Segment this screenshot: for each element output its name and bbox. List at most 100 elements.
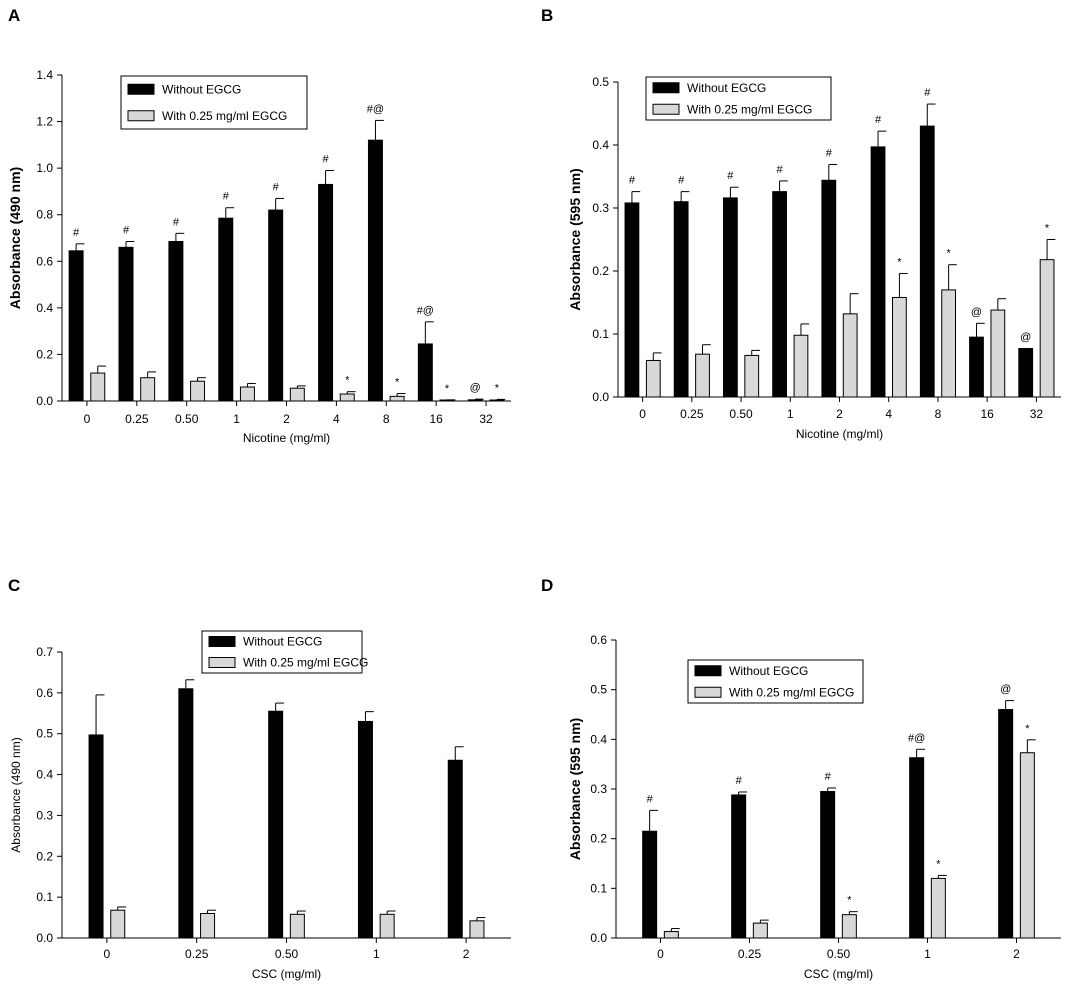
panel-a-x-tick-label: 0.25 <box>125 412 149 426</box>
panel-d-x-tick-label: 0 <box>657 947 664 961</box>
panel-b-bar-without <box>969 336 984 398</box>
panel-d-significance-mark: * <box>1025 723 1030 735</box>
panel-a-bar-without <box>168 240 184 402</box>
panel-a-bar-with <box>289 387 305 402</box>
panel-d-bar-without <box>820 790 836 939</box>
panel-b-significance-mark: * <box>1045 223 1050 235</box>
panel-d-x-tick-label: 0.25 <box>738 947 762 961</box>
panel-d-significance-mark: # <box>825 771 832 783</box>
panel-b-bar-without <box>870 146 886 398</box>
panel-b-bar-with <box>645 359 661 398</box>
panel-a-x-tick-label: 0.50 <box>175 412 199 426</box>
panel-b-legend-label-without: Without EGCG <box>687 81 766 95</box>
panel-d-x-axis-title: CSC (mg/ml) <box>804 967 873 981</box>
panel-c-legend-swatch-with <box>208 657 236 668</box>
panel-b-x-axis-title: Nicotine (mg/ml) <box>796 427 883 441</box>
panel-d-bar-with <box>663 931 679 939</box>
panel-b-significance-mark: # <box>826 148 833 160</box>
panel-c-y-tick-label: 0.5 <box>36 727 53 741</box>
panel-a-bar-without <box>467 399 483 402</box>
panel-d-bar-without <box>642 830 658 939</box>
panel-b-significance-mark: # <box>678 175 685 187</box>
panel-c-bar-with <box>469 920 485 939</box>
panel-b-legend-label-with: With 0.25 mg/ml EGCG <box>687 102 812 116</box>
panel-b-bar-with <box>695 353 710 398</box>
panel-b-significance-mark: # <box>727 170 734 182</box>
panel-a-significance-mark: # <box>73 227 80 239</box>
panel-b-x-tick-label: 0.25 <box>680 407 704 421</box>
panel-d-y-tick-label: 0.1 <box>590 881 607 895</box>
panel-b-x-tick-label: 32 <box>1030 407 1044 421</box>
panel-b-legend-swatch-without <box>652 82 680 94</box>
panel-d-y-tick-label: 0.3 <box>590 782 607 796</box>
panel-b-y-tick-label: 0.2 <box>592 264 609 278</box>
panel-d-bar-without <box>998 709 1014 939</box>
panel-b-y-tick-label: 0.5 <box>592 75 609 89</box>
panel-b-bar-with <box>793 334 809 398</box>
panel-a-legend-label-with: With 0.25 mg/ml EGCG <box>162 109 287 123</box>
panel-a-y-tick-label: 0.0 <box>36 394 53 408</box>
panel-a-significance-mark: # <box>323 153 330 165</box>
panel-c: C 0.0 0.1 0.2 0.3 0.4 0.5 0.6 0.7 0 0.25 0.50 1 2 Abso… <box>8 576 511 981</box>
panel-a-x-tick-label: 16 <box>429 412 443 426</box>
panel-a-y-tick-label: 0.2 <box>36 347 53 361</box>
panel-b-x-tick-label: 1 <box>787 407 794 421</box>
panel-a-bar-with <box>389 395 405 402</box>
panel-c-y-tick-label: 0.3 <box>36 808 53 822</box>
panel-b-x-tick-label: 8 <box>935 407 942 421</box>
panel-a-bar-with <box>90 372 106 402</box>
panel-a-y-tick-label: 0.6 <box>36 254 53 268</box>
panel-d-y-axis-title: Absorbance (595 nm) <box>567 718 583 860</box>
panel-b-significance-mark: # <box>777 164 784 176</box>
panel-d-significance-mark: #@ <box>908 732 925 744</box>
panel-a-significance-mark: # <box>223 191 230 203</box>
panel-a-y-tick-label: 1.0 <box>36 161 53 175</box>
panel-a-significance-mark: #@ <box>367 103 384 115</box>
panel-a-significance-mark: #@ <box>417 305 434 317</box>
panel-b-x-tick-label: 16 <box>980 407 994 421</box>
panel-b-significance-mark: @ <box>1020 331 1031 343</box>
panel-c-bar-without <box>268 710 284 939</box>
panel-d-letter: D <box>541 576 553 595</box>
panel-b-significance-mark: * <box>897 257 902 269</box>
panel-a-letter: A <box>8 6 20 25</box>
panel-b-bar-without <box>722 197 738 398</box>
panel-d-bar-without <box>731 794 747 939</box>
panel-d-y-tick-label: 0.6 <box>590 633 607 647</box>
panel-a-x-tick-label: 4 <box>333 412 340 426</box>
panel-d-x-tick-label: 0.50 <box>827 947 851 961</box>
panel-b-bar-with <box>941 289 957 398</box>
panel-b-bar-without <box>821 179 837 398</box>
panel-d-significance-mark: @ <box>1000 684 1011 696</box>
panel-b-y-tick-label: 0.3 <box>592 201 609 215</box>
panel-a-significance-mark: # <box>123 224 130 236</box>
panel-a-x-tick-label: 0 <box>84 412 91 426</box>
panel-b-bar-without <box>919 125 935 398</box>
panel-d-legend-swatch-without <box>694 665 722 677</box>
panel-a-y-tick-label: 0.4 <box>36 301 53 315</box>
panel-b-letter: B <box>541 6 553 25</box>
panel-b-bar-without <box>624 202 640 398</box>
panel-c-y-tick-label: 0.4 <box>36 768 53 782</box>
panel-c-x-tick-label: 2 <box>463 947 470 961</box>
panel-b-bar-with <box>842 313 858 398</box>
panel-d: D 0.0 0.1 0.2 0.3 0.4 0.5 0.6 0 #0.25 #0.50 # * 1 #@ * 2… <box>541 576 1061 981</box>
panel-a-x-tick-label: 32 <box>479 412 493 426</box>
panel-c-bar-with <box>289 913 305 939</box>
panel-a-significance-mark: * <box>495 382 500 394</box>
panel-b-bar-without <box>673 201 689 398</box>
panel-b: B0.00.10.20.30.40.50#0.25#0.50#1#2#4#*8#… <box>541 6 1061 441</box>
panel-a-y-tick-label: 1.2 <box>36 115 53 129</box>
panel-c-bar-without <box>447 759 463 939</box>
panel-d-x-tick-label: 2 <box>1013 947 1020 961</box>
panel-a-significance-mark: # <box>273 181 280 193</box>
panel-a-x-tick-label: 1 <box>233 412 240 426</box>
panel-b-x-tick-label: 4 <box>885 407 892 421</box>
panel-c-bar-with <box>379 913 395 939</box>
panel-c-y-tick-label: 0.6 <box>36 686 53 700</box>
panel-c-legend-swatch-without <box>208 636 236 647</box>
panel-b-legend-swatch-with <box>652 103 680 115</box>
panel-a-bar-without <box>417 343 433 402</box>
panel-b-y-tick-label: 0.4 <box>592 138 609 152</box>
panel-c-y-tick-label: 0.2 <box>36 849 53 863</box>
